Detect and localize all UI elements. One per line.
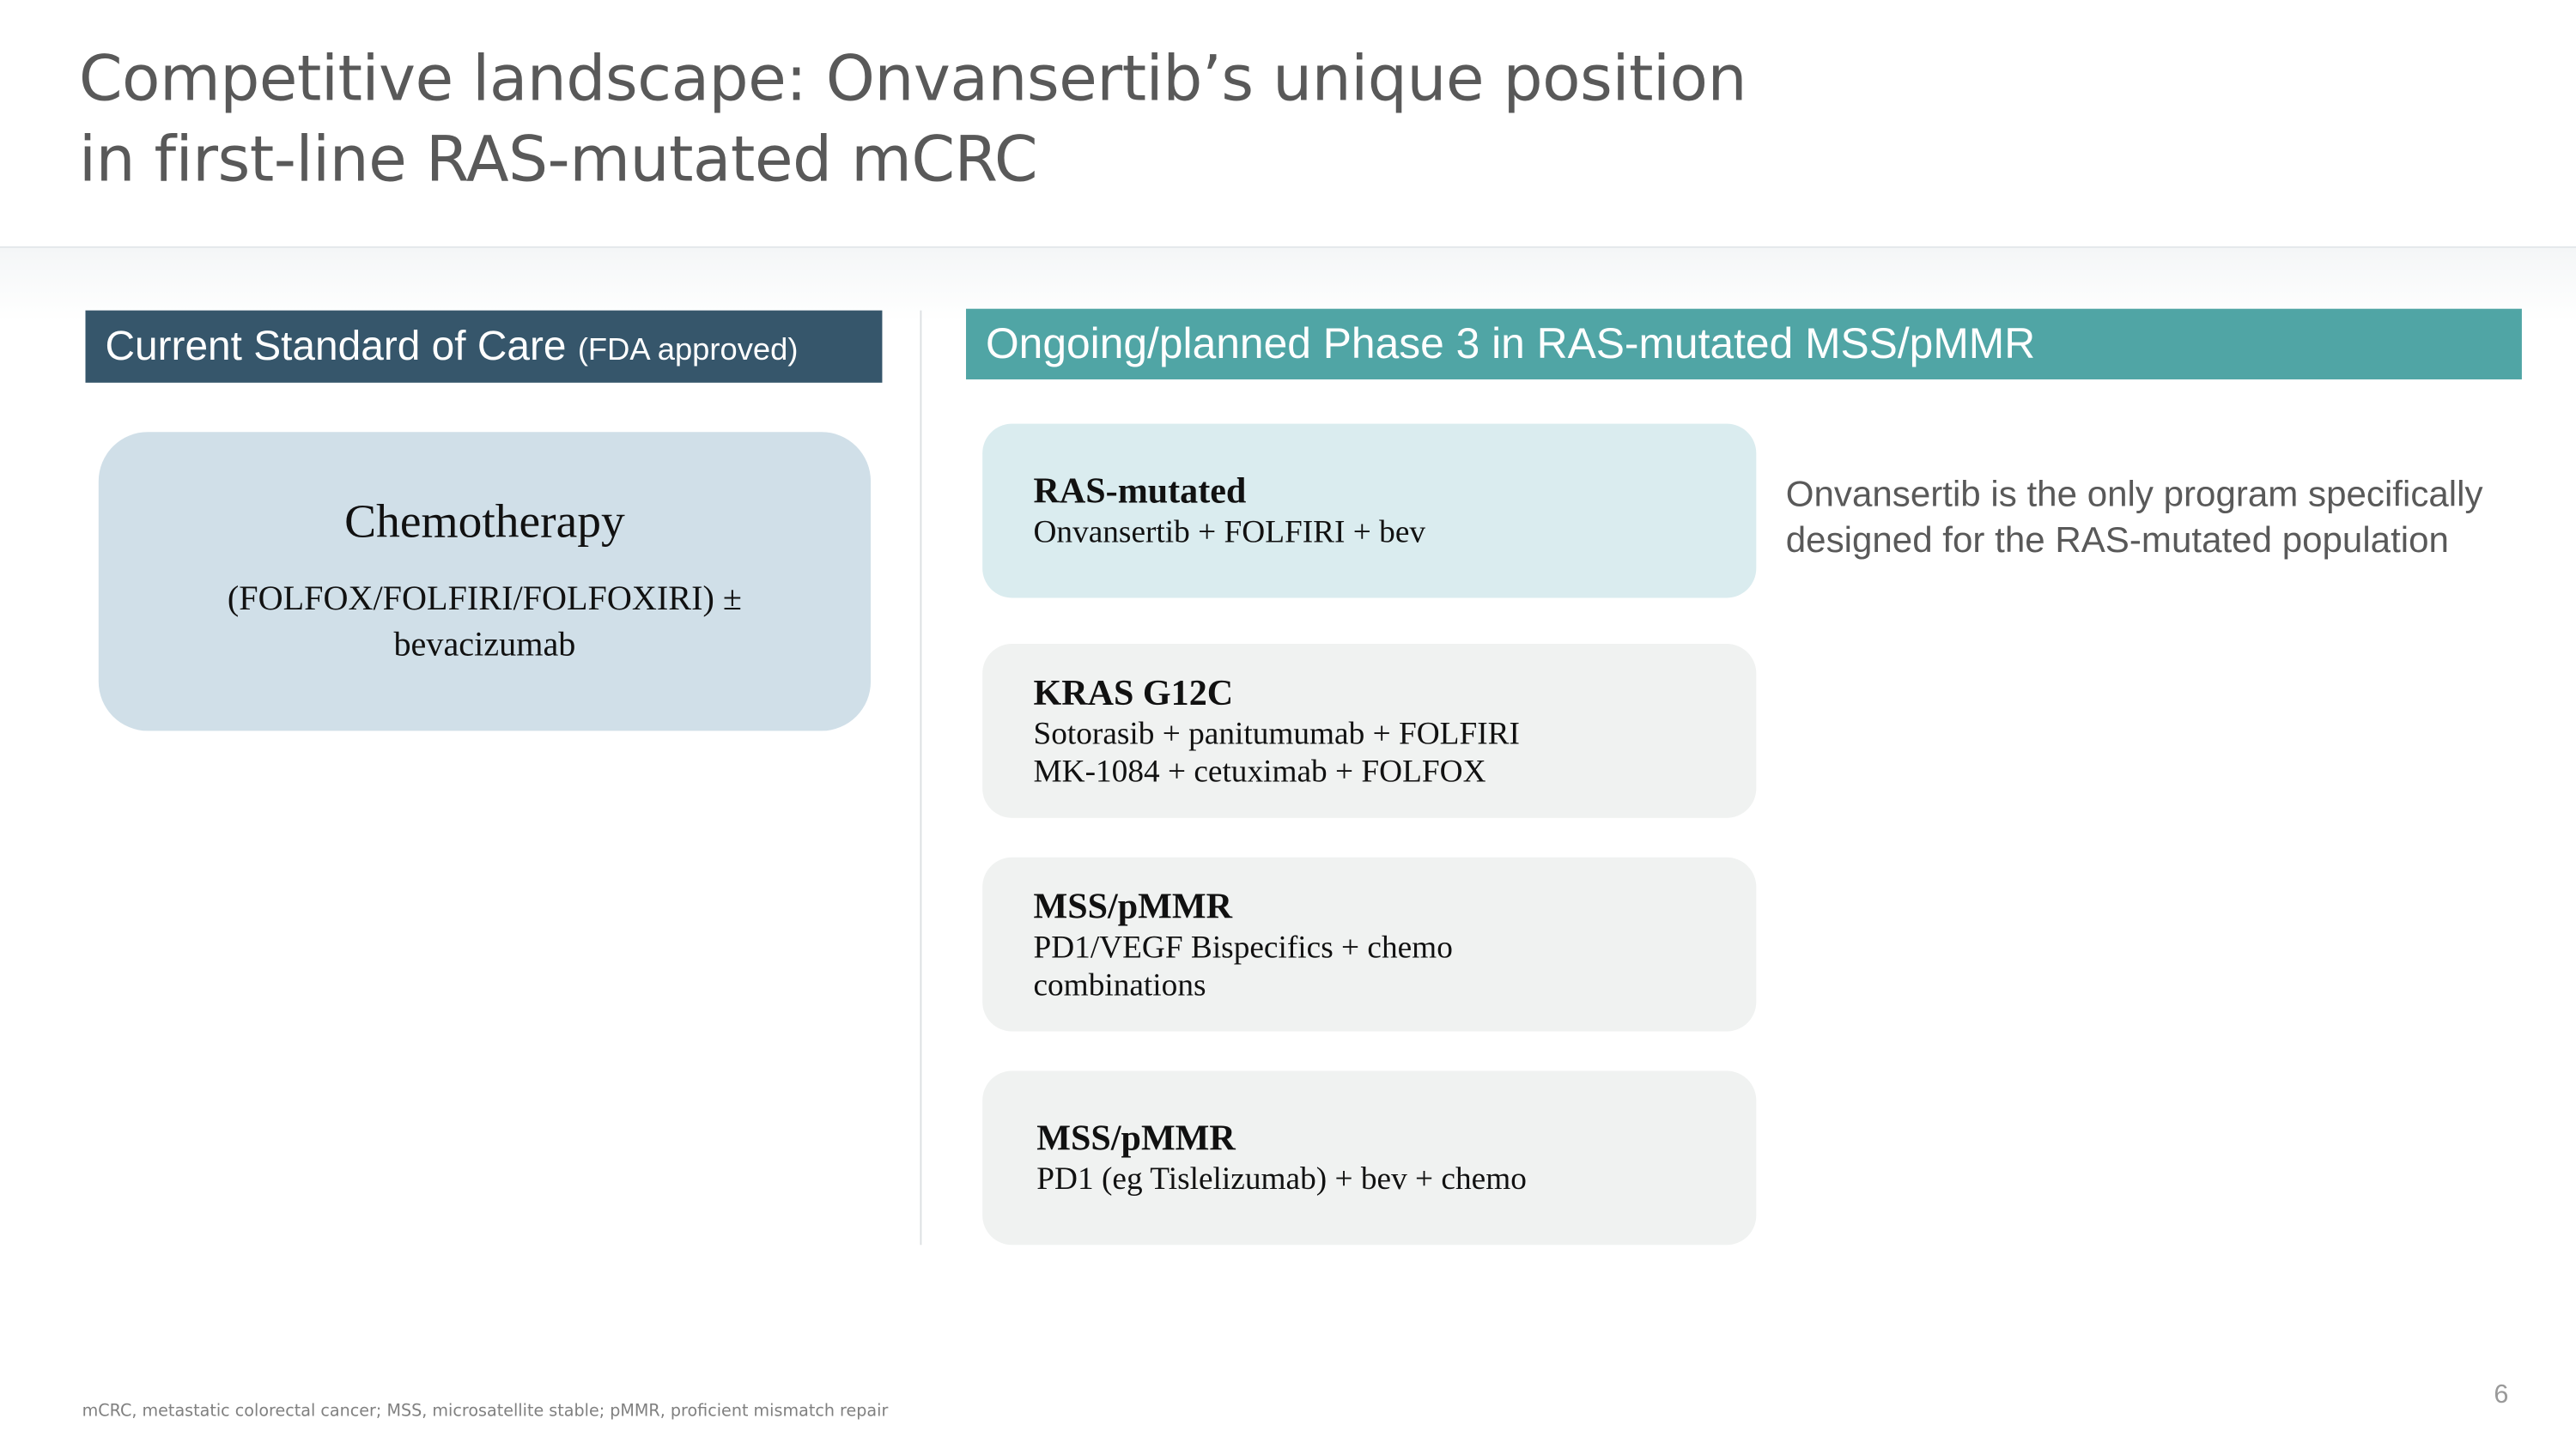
card-title: MSS/pMMR xyxy=(1036,1117,1236,1159)
card-line: combinations xyxy=(1033,968,1206,1004)
card-line: Sotorasib + panitumumab + FOLFIRI xyxy=(1033,717,1520,752)
title-line-1: Competitive landscape: Onvansertib’s uni… xyxy=(78,42,1747,115)
chemo-text: (FOLFOX/FOLFIRI/FOLFOXIRI) ± bevacizumab xyxy=(227,578,742,664)
trial-card-ras-mutated: RAS-mutated Onvansertib + FOLFIRI + bev xyxy=(982,423,1757,598)
card-title: RAS-mutated xyxy=(1033,470,1247,512)
onvansertib-note: Onvansertib is the only program specific… xyxy=(1785,473,2483,561)
trial-card-mss-pd1: MSS/pMMR PD1 (eg Tislelizumab) + bev + c… xyxy=(982,1070,1757,1246)
standard-of-care-header: Current Standard of Care (FDA approved) xyxy=(85,310,883,383)
card-line: PD1/VEGF Bispecifics + chemo xyxy=(1033,930,1453,966)
trial-card-mss-bispecifics: MSS/pMMR PD1/VEGF Bispecifics + chemo co… xyxy=(982,857,1757,1032)
phase3-header: Ongoing/planned Phase 3 in RAS-mutated M… xyxy=(966,308,2522,379)
page-number: 6 xyxy=(2494,1381,2509,1410)
card-line: MK-1084 + cetuximab + FOLFOX xyxy=(1033,755,1486,791)
column-divider xyxy=(920,310,922,1246)
slide-title: Competitive landscape: Onvansertib’s uni… xyxy=(79,39,1747,201)
trial-card-kras-g12c: KRAS G12C Sotorasib + panitumumab + FOLF… xyxy=(982,644,1757,818)
footnote: mCRC, metastatic colorectal cancer; MSS,… xyxy=(82,1402,889,1422)
chemo-title: Chemotherapy xyxy=(344,495,625,549)
header-note: (FDA approved) xyxy=(577,333,799,368)
chemotherapy-box: Chemotherapy (FOLFOX/FOLFIRI/FOLFOXIRI) … xyxy=(98,432,872,731)
card-line: PD1 (eg Tislelizumab) + bev + chemo xyxy=(1036,1163,1527,1198)
card-line: Onvansertib + FOLFIRI + bev xyxy=(1033,516,1426,551)
header-text: Current Standard of Care xyxy=(105,323,567,370)
card-title: KRAS G12C xyxy=(1033,670,1234,712)
card-title: MSS/pMMR xyxy=(1033,884,1232,926)
title-line-2: in first-line RAS-mutated mCRC xyxy=(78,123,1038,196)
header-divider xyxy=(0,246,2576,248)
